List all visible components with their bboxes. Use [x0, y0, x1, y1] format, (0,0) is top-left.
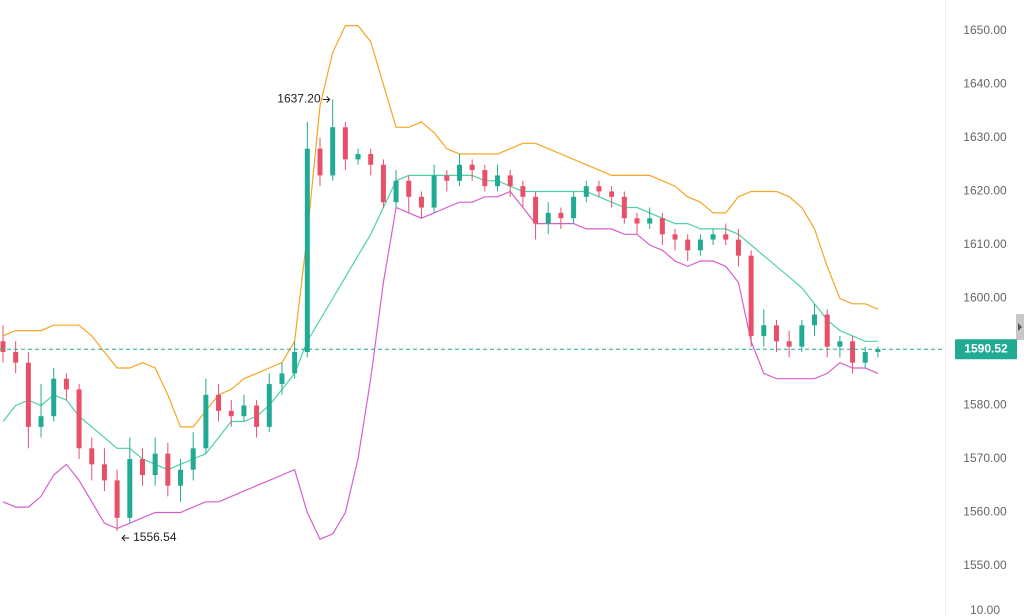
candle-body [114, 480, 120, 518]
last-price-tag [955, 339, 1017, 360]
candle-body [596, 186, 602, 192]
last-price-label: 1590.52 [964, 341, 1008, 355]
candle-body [406, 180, 412, 197]
candle-body [748, 255, 754, 336]
candle-body [342, 127, 348, 160]
bollinger-band [2, 190, 879, 540]
indicator-tick-label: 10.00 [970, 603, 1000, 616]
candle-body [431, 175, 437, 208]
candle-body [507, 175, 513, 187]
y-tick-label: 1630.00 [963, 130, 1007, 144]
candle-body [89, 448, 95, 465]
candle-body [0, 341, 6, 352]
candle-body [317, 148, 323, 176]
low-annotation: 1556.54 [133, 530, 177, 544]
candle-body [558, 212, 564, 219]
candle-body [520, 186, 526, 197]
candle-body [51, 378, 57, 417]
candle-body [241, 405, 247, 417]
candle-body [545, 212, 551, 224]
candle-body [634, 218, 640, 224]
y-tick-label: 1640.00 [963, 77, 1007, 91]
candle-body [76, 389, 82, 449]
y-tick-label: 1620.00 [963, 184, 1007, 198]
candle-body [735, 239, 741, 256]
candle-body [456, 164, 462, 181]
candle-body [482, 170, 488, 187]
candle-body [190, 448, 196, 470]
candle-body [773, 325, 779, 342]
candle-body [228, 410, 234, 417]
candle-body [850, 341, 856, 363]
candle-body [837, 341, 843, 347]
candle-body [254, 405, 260, 427]
candle-body [292, 351, 298, 374]
candle-body [330, 127, 336, 176]
candle-body [304, 148, 310, 352]
candle-body [659, 218, 665, 235]
candle-body [761, 325, 767, 336]
y-tick-label: 1560.00 [963, 505, 1007, 519]
candle-body [63, 378, 69, 390]
candle-body [875, 349, 881, 352]
candle-body [13, 351, 19, 363]
candle-body [609, 191, 615, 197]
candle-body [583, 186, 589, 197]
candle-body [393, 180, 399, 203]
bollinger-band [2, 174, 878, 471]
bollinger-band [2, 25, 879, 428]
candle-body [203, 394, 209, 449]
y-tick-label: 1550.00 [963, 558, 1007, 572]
candle-body [25, 362, 31, 427]
candle-body [799, 325, 805, 347]
candle-body [444, 175, 450, 181]
candle-body [685, 239, 691, 251]
scroll-arrow [1018, 323, 1022, 331]
candle-body [697, 239, 703, 251]
candle-body [571, 196, 577, 219]
candle-body [38, 416, 44, 427]
low-arrow [121, 534, 130, 542]
candle-body [127, 458, 133, 518]
candle-body [812, 314, 818, 326]
y-tick-label: 1600.00 [963, 291, 1007, 305]
candle-body [418, 196, 424, 208]
candle-body [139, 458, 145, 476]
candle-body [824, 314, 830, 347]
candle-body [380, 164, 386, 203]
candle-body [178, 469, 184, 486]
candle-body [355, 154, 361, 160]
high-annotation: 1637.20 [277, 92, 321, 106]
candle-body [165, 453, 171, 486]
y-tick-label: 1650.00 [963, 23, 1007, 37]
high-arrow [322, 96, 331, 103]
candle-body [862, 351, 868, 363]
candle-body [723, 234, 729, 240]
candle-body [710, 234, 716, 240]
candle-body [786, 341, 792, 347]
candle-body [621, 196, 627, 219]
candle-body [495, 175, 501, 187]
y-tick-label: 1610.00 [963, 237, 1007, 251]
candle-body [469, 164, 475, 171]
candle-body [279, 373, 285, 385]
y-tick-label: 1580.00 [963, 398, 1007, 412]
candle-body [216, 394, 222, 411]
candle-body [672, 234, 678, 240]
candle-body [152, 453, 158, 476]
candle-body [647, 218, 653, 224]
candle-body [101, 464, 107, 481]
candle-body [533, 196, 539, 224]
candle-body [266, 384, 272, 427]
y-tick-label: 1570.00 [963, 451, 1007, 465]
candle-body [368, 154, 374, 165]
